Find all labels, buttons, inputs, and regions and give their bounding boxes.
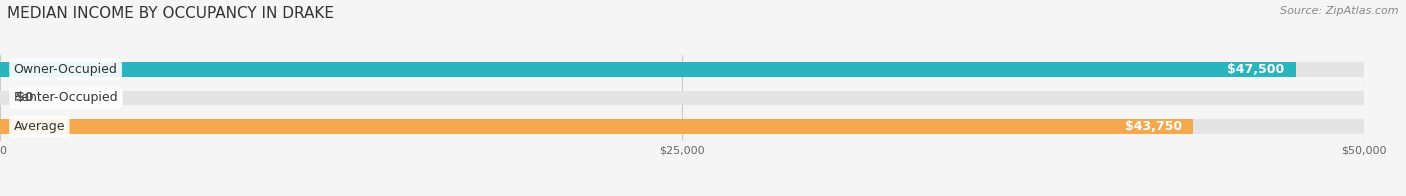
- Bar: [0, 91, 1364, 105]
- Text: MEDIAN INCOME BY OCCUPANCY IN DRAKE: MEDIAN INCOME BY OCCUPANCY IN DRAKE: [7, 6, 335, 21]
- Text: $0: $0: [17, 92, 34, 104]
- Bar: [0, 119, 1364, 134]
- Bar: [0, 119, 1194, 134]
- Text: $47,500: $47,500: [1227, 63, 1285, 76]
- Bar: [0, 62, 1364, 77]
- Text: Average: Average: [14, 120, 65, 133]
- Text: Source: ZipAtlas.com: Source: ZipAtlas.com: [1281, 6, 1399, 16]
- Text: Renter-Occupied: Renter-Occupied: [14, 92, 118, 104]
- Text: $43,750: $43,750: [1125, 120, 1182, 133]
- Bar: [0, 62, 1296, 77]
- Text: Owner-Occupied: Owner-Occupied: [14, 63, 118, 76]
